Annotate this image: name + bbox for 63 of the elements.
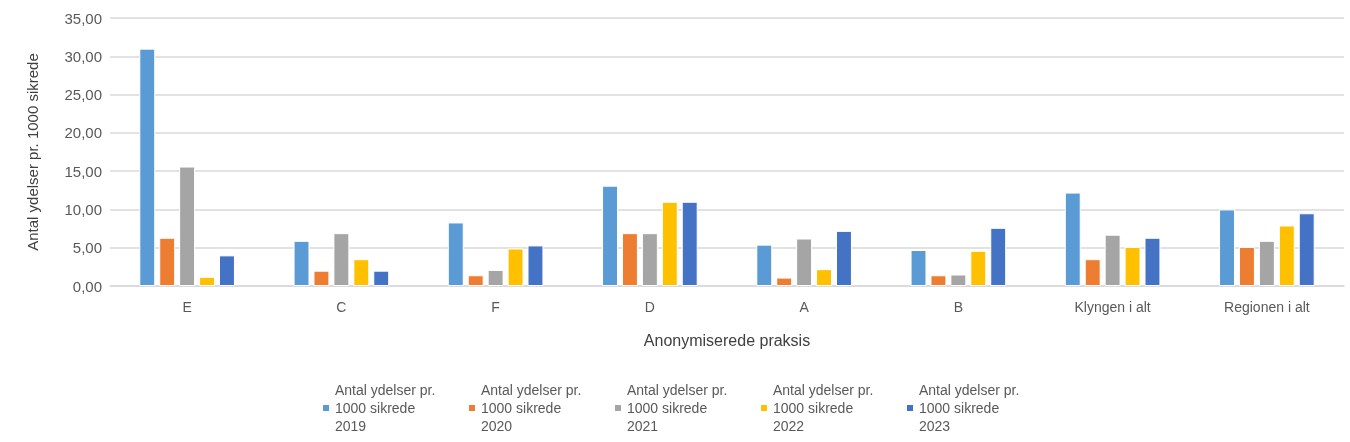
bar [990,227,1007,286]
legend-label: Antal ydelser pr. 1000 sikrede 2021 [627,382,732,434]
legend-label: Antal ydelser pr. 1000 sikrede 2019 [335,382,440,434]
bar [373,270,390,286]
bar [1238,246,1255,286]
bar [1258,240,1275,286]
bar [467,275,484,286]
bar [219,255,235,286]
bar [1084,259,1101,286]
y-axis-title: Antal ydelser pr. 1000 sikrede [24,53,41,251]
bar [756,244,773,286]
y-tick-label: 35,00 [64,9,102,27]
bar [1144,237,1161,286]
bar [930,275,947,286]
bar [487,269,504,286]
bar [527,245,544,286]
bar [199,276,216,286]
x-tick-label: Klyngen i alt [1074,299,1151,315]
bar [970,250,987,286]
bar [1219,209,1235,286]
bar [1124,246,1141,286]
x-axis-title: Anonymiserede praksis [643,331,811,349]
bar [641,233,658,286]
x-tick-label: F [491,299,500,315]
y-tick-label: 5,00 [72,239,102,257]
x-tick-label: C [336,299,347,315]
y-tick-label: 0,00 [72,277,102,295]
bar [1298,213,1315,286]
y-tick-label: 30,00 [64,47,102,65]
y-tick-label: 20,00 [64,124,102,142]
bar [159,237,176,286]
bar [507,248,524,286]
y-tick-label: 10,00 [64,200,102,218]
x-tick-label: E [182,299,192,315]
bar [910,250,927,286]
legend-label: Antal ydelser pr. 1000 sikrede 2022 [773,382,878,434]
y-tick-label: 25,00 [64,86,102,104]
bar [179,166,196,286]
x-tick-label: D [644,299,655,315]
legend-label: Antal ydelser pr. 1000 sikrede 2023 [919,382,1024,434]
bar [333,233,350,286]
bar [621,233,638,286]
bar [447,222,464,286]
bar [353,259,370,286]
x-tick-label: A [799,299,810,315]
bar [602,185,618,286]
bar [139,48,156,286]
bar [950,274,967,286]
bar [796,238,813,286]
bar [836,230,852,286]
bar [681,201,698,286]
bar [1064,192,1081,286]
bar [1278,225,1295,286]
bar [1104,234,1121,286]
x-tick-label: B [953,299,964,315]
bar [776,277,793,286]
bar [816,269,833,286]
bar [313,270,330,286]
bar [293,240,310,286]
legend-label: Antal ydelser pr. 1000 sikrede 2020 [481,382,586,434]
bar [661,201,678,286]
y-tick-label: 15,00 [64,162,102,180]
x-tick-label: Regionen i alt [1224,299,1310,315]
